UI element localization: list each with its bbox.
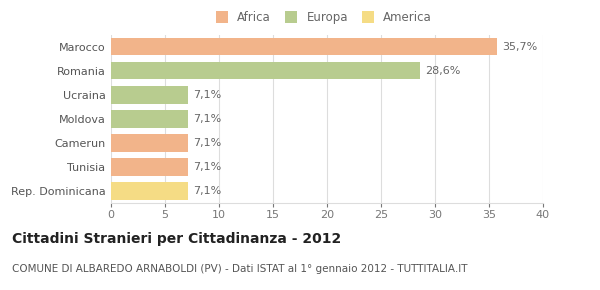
Text: COMUNE DI ALBAREDO ARNABOLDI (PV) - Dati ISTAT al 1° gennaio 2012 - TUTTITALIA.I: COMUNE DI ALBAREDO ARNABOLDI (PV) - Dati… xyxy=(12,264,467,274)
Text: 7,1%: 7,1% xyxy=(193,138,221,148)
Bar xyxy=(111,134,188,152)
Text: 7,1%: 7,1% xyxy=(193,162,221,172)
Text: 28,6%: 28,6% xyxy=(425,66,461,76)
Bar xyxy=(111,158,188,176)
Bar xyxy=(111,38,497,55)
Text: 7,1%: 7,1% xyxy=(193,114,221,124)
Bar xyxy=(111,86,188,104)
Bar xyxy=(111,182,188,200)
Text: 7,1%: 7,1% xyxy=(193,186,221,196)
Bar xyxy=(111,62,420,79)
Text: 7,1%: 7,1% xyxy=(193,90,221,100)
Text: Cittadini Stranieri per Cittadinanza - 2012: Cittadini Stranieri per Cittadinanza - 2… xyxy=(12,232,341,246)
Legend: Africa, Europa, America: Africa, Europa, America xyxy=(214,9,434,26)
Bar xyxy=(111,110,188,128)
Text: 35,7%: 35,7% xyxy=(502,42,537,52)
